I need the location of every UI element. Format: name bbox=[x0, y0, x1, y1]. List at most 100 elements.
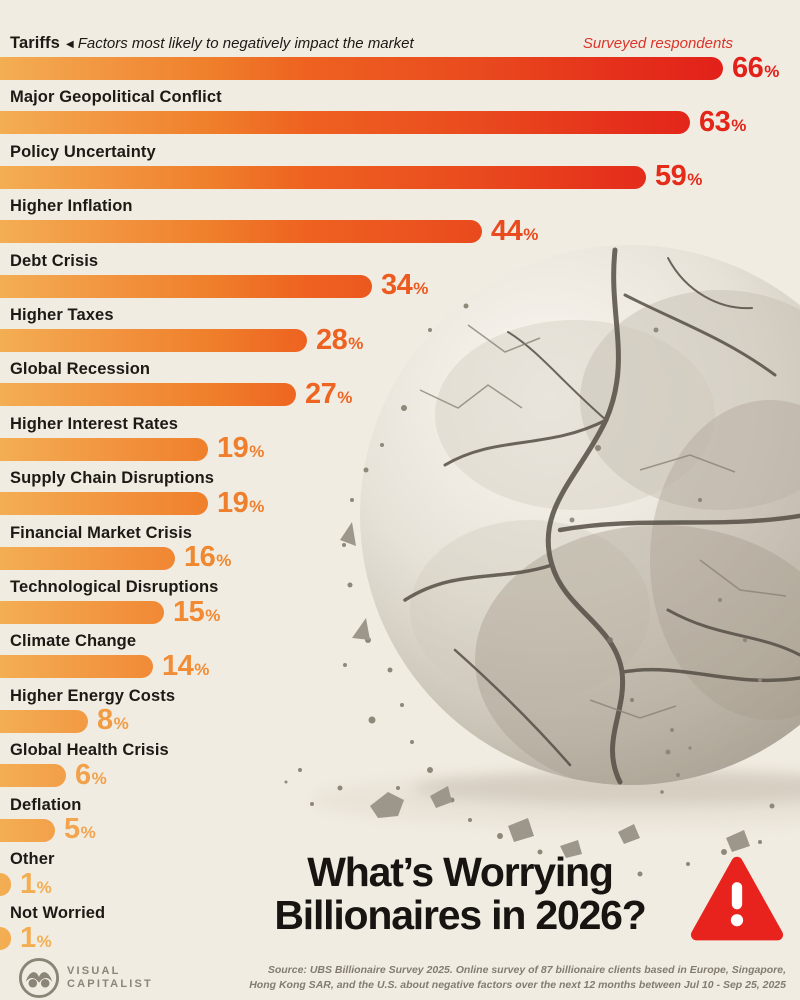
bar-row: Tariffs 66% bbox=[0, 34, 800, 84]
visual-capitalist-wordmark: VISUAL CAPITALIST bbox=[67, 965, 153, 990]
bar-label: Climate Change bbox=[10, 632, 137, 651]
bar-label: Other bbox=[10, 850, 55, 868]
bar-value: 66% bbox=[732, 51, 780, 84]
visual-capitalist-logo: VISUAL CAPITALIST bbox=[18, 957, 153, 999]
bar bbox=[0, 818, 55, 842]
bar-value-percent-sign: % bbox=[91, 768, 107, 788]
bar-row: Major Geopolitical Conflict 63% bbox=[0, 88, 800, 138]
bar bbox=[0, 437, 208, 461]
source-line1: Source: UBS Billionaire Survey 2025. Onl… bbox=[267, 964, 786, 976]
bar-value-number: 28 bbox=[316, 323, 348, 356]
bar-value: 15% bbox=[173, 595, 221, 628]
source-note: Source: UBS Billionaire Survey 2025. Onl… bbox=[249, 963, 786, 992]
surveyed-respondents-note: Surveyed respondents bbox=[582, 35, 733, 52]
bar-label: Major Geopolitical Conflict bbox=[10, 88, 222, 107]
bar bbox=[0, 111, 690, 135]
bar-row: Higher Taxes 28% bbox=[0, 306, 800, 356]
bar-row: Debt Crisis 34% bbox=[0, 251, 800, 300]
bar-value-percent-sign: % bbox=[249, 442, 265, 462]
bar-value-percent-sign: % bbox=[731, 115, 747, 135]
bar-value: 1% bbox=[20, 867, 52, 900]
bar-row: Technological Disruptions 15% bbox=[0, 578, 800, 628]
bar-value: 34% bbox=[381, 271, 429, 300]
bar-row: Supply Chain Disruptions 19% bbox=[0, 469, 800, 517]
bar-value: 14% bbox=[162, 649, 210, 682]
bar-row: Not Worried 1% bbox=[0, 904, 800, 954]
page-title: What’s Worrying Billionaires in 2026? bbox=[205, 851, 715, 937]
bar bbox=[0, 655, 153, 679]
bar bbox=[0, 220, 482, 244]
bar bbox=[0, 873, 11, 896]
bar-row: Global Health Crisis 6% bbox=[0, 741, 800, 789]
bar-value: 63% bbox=[699, 105, 747, 138]
bar-row: Climate Change 14% bbox=[0, 632, 800, 682]
source-line2: Hong Kong SAR, and the U.S. about negati… bbox=[249, 978, 786, 991]
bar-value: 1% bbox=[20, 921, 52, 954]
bar bbox=[0, 274, 372, 298]
bar-label: Deflation bbox=[10, 795, 82, 814]
bar-value: 59% bbox=[655, 162, 703, 191]
bar-value: 19% bbox=[217, 432, 265, 465]
bar-value-number: 27 bbox=[305, 377, 337, 410]
bar bbox=[0, 927, 11, 951]
bar-value: 28% bbox=[316, 323, 363, 356]
bar-value: 6% bbox=[75, 760, 107, 789]
bar-value-number: 8 bbox=[97, 704, 113, 737]
bar-value-percent-sign: % bbox=[36, 931, 52, 951]
bar-value-percent-sign: % bbox=[194, 659, 210, 679]
bar-value-percent-sign: % bbox=[413, 279, 429, 299]
bar-label: Tariffs bbox=[10, 34, 60, 52]
bar-label: Higher Taxes bbox=[10, 306, 114, 324]
page-title-line1: What’s Worrying bbox=[307, 849, 614, 895]
bar bbox=[0, 383, 296, 407]
bar bbox=[0, 546, 175, 570]
bar-value-number: 5 bbox=[64, 813, 80, 846]
bar-value: 5% bbox=[64, 813, 96, 846]
bar-value-number: 1 bbox=[20, 867, 36, 900]
bar-label: Debt Crisis bbox=[10, 251, 99, 270]
bar-value: 16% bbox=[184, 543, 231, 572]
bar-label: Higher Inflation bbox=[10, 197, 133, 216]
bar-row: Deflation 5% bbox=[0, 795, 800, 846]
bar-value-percent-sign: % bbox=[523, 224, 539, 244]
debris-chunks bbox=[340, 522, 750, 858]
bar-value-number: 14 bbox=[162, 649, 194, 682]
bar-row: Financial Market Crisis 16% bbox=[0, 523, 800, 572]
bar-value-number: 1 bbox=[20, 921, 36, 954]
bar-value-number: 63 bbox=[699, 105, 731, 138]
page-title-line2: Billionaires in 2026? bbox=[274, 892, 646, 938]
bar-value-percent-sign: % bbox=[113, 714, 129, 734]
bar-value-number: 66 bbox=[732, 51, 764, 84]
bar-value-number: 19 bbox=[217, 432, 249, 465]
bar bbox=[0, 764, 66, 788]
chart-subtitle: ◀ Factors most likely to negatively impac… bbox=[66, 35, 414, 52]
bar-label: Global Recession bbox=[10, 360, 151, 379]
bar-label: Financial Market Crisis bbox=[10, 523, 193, 542]
bar bbox=[0, 601, 164, 624]
bar bbox=[0, 165, 646, 189]
bar bbox=[0, 57, 723, 80]
bar-value-percent-sign: % bbox=[205, 605, 221, 625]
bar-value-number: 44 bbox=[491, 214, 523, 247]
bar-value: 8% bbox=[97, 704, 129, 737]
bar-value: 27% bbox=[305, 377, 353, 410]
bar-value-percent-sign: % bbox=[337, 387, 353, 407]
bar bbox=[0, 492, 208, 516]
bar-value-percent-sign: % bbox=[80, 823, 96, 843]
bar-label: Not Worried bbox=[10, 904, 106, 923]
bar-value-percent-sign: % bbox=[764, 61, 780, 81]
debris-specks bbox=[284, 303, 775, 877]
bar bbox=[0, 329, 307, 352]
bar-row: Other 1% bbox=[0, 850, 800, 900]
bar-value-number: 15 bbox=[173, 595, 205, 628]
visual-capitalist-logo-icon bbox=[18, 957, 60, 999]
warning-triangle-icon bbox=[690, 856, 784, 941]
bar-label: Technological Disruptions bbox=[10, 578, 219, 596]
bar-value: 44% bbox=[491, 214, 539, 247]
bar-value-percent-sign: % bbox=[249, 496, 265, 516]
bar-row: Higher Interest Rates 19% bbox=[0, 415, 800, 465]
bar-label: Global Health Crisis bbox=[10, 741, 169, 760]
bar-value-percent-sign: % bbox=[687, 170, 703, 190]
